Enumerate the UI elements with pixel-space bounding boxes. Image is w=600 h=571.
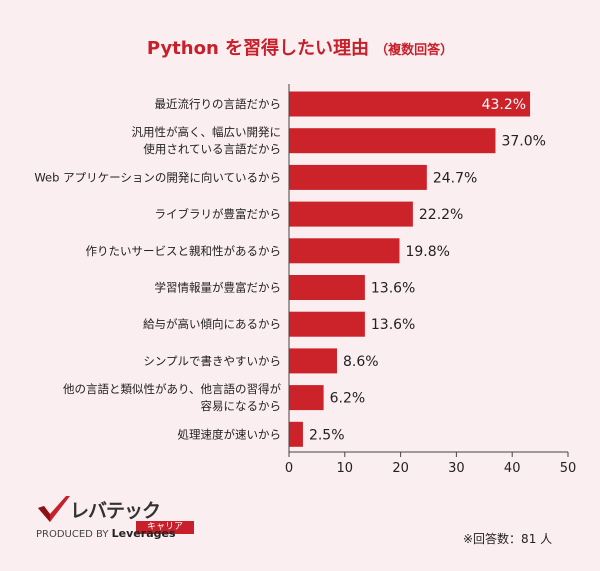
produced-by-line: PRODUCED BY Leverages [36,527,226,540]
category-label: 使用されている言語だから [143,142,281,156]
logo-sub-band [136,521,194,534]
bar [289,91,531,117]
bar-value-label: 19.8% [405,244,449,260]
logo-brand-text: レバテック [70,500,161,522]
category-label: 最近流行りの言語だから [155,97,282,111]
bar-value-label: 24.7% [433,170,477,186]
bar [289,128,496,154]
x-tick-label: 50 [560,461,577,476]
category-label: 作りたいサービスと親和性があるから [86,244,282,258]
bar-value-label: 13.6% [371,281,415,297]
bar [289,421,303,447]
company-name: Leverages [111,527,176,540]
x-tick-label: 0 [285,461,293,476]
x-tick-label: 10 [337,461,354,476]
category-label: ライブラリが豊富だから [155,207,282,221]
category-label: 汎用性が高く、幅広い開発に [132,125,282,139]
bar [289,385,324,411]
category-label: 給与が高い傾向にあるから [143,317,281,331]
logo-sub-text: キャリア [146,522,183,532]
category-label: 容易になるから [201,399,282,413]
bar-value-label: 37.0% [501,134,545,150]
checkmark-logo-icon [38,496,70,522]
bar [289,311,365,337]
chart-title-sub: （複数回答） [375,43,454,58]
chart-title-main: Python を習得したい理由 [146,38,370,59]
levtech-career-logo: レバテック キャリア PRODUCED BY Leverages [36,494,196,544]
bar [289,201,413,227]
bar-value-label: 8.6% [343,354,379,370]
bar [289,238,400,264]
bar-value-label: 22.2% [419,207,463,223]
bar-value-label: 43.2% [482,97,526,113]
bar-value-label: 13.6% [371,317,415,333]
category-label: 他の言語と類似性があり、他言語の習得が [63,382,282,396]
bar-chart: 43.2% 最近流行りの言語だから 37.0% 汎用性が高く、幅広い開発に使用されてい… [34,84,577,476]
bar [289,275,365,300]
category-label: Web アプリケーションの開発に向いているから [34,170,281,184]
category-label: シンプルで書きやすいから [143,354,281,368]
x-tick-label: 30 [448,461,465,476]
chart-title: Python を習得したい理由 （複数回答） [0,34,600,60]
x-tick-label: 20 [392,461,409,476]
produced-by-text: PRODUCED BY [36,529,109,540]
category-label: 処理速度が速いから [178,427,282,441]
x-tick-label: 40 [504,461,521,476]
bar-value-label: 2.5% [309,427,345,443]
response-count-note: ※回答数：81 人 [463,532,553,546]
bar [289,164,427,190]
bar-value-label: 6.2% [330,391,366,407]
category-label: 学習情報量が豊富だから [155,281,282,295]
bar [289,348,337,374]
